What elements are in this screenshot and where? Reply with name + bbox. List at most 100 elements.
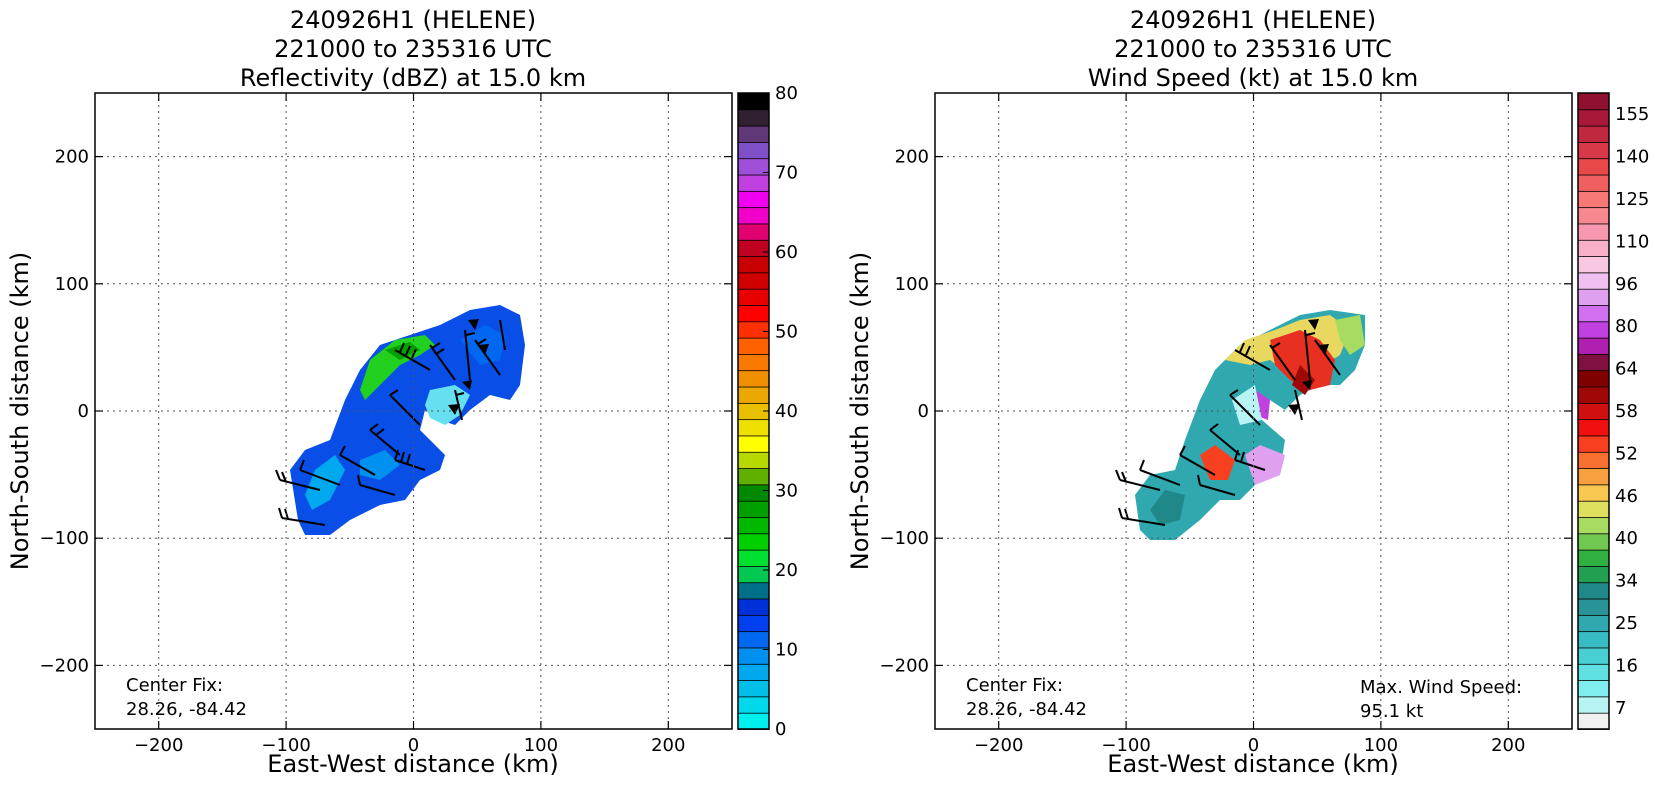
x-tick-label: −100	[261, 735, 310, 756]
y-axis-label: North-South distance (km)	[6, 252, 34, 571]
colorbar-segment	[737, 581, 770, 600]
colorbar-segment	[1577, 206, 1610, 225]
colorbar-segment	[1577, 549, 1610, 567]
colorbar-tick-label: 80	[775, 83, 798, 104]
colorbar-segment	[1577, 532, 1610, 551]
chart-title-line-3: Wind Speed (kt) at 15.0 km	[1088, 64, 1419, 92]
y-tick-label: −200	[40, 655, 89, 676]
chart-title-line-2: 221000 to 235316 UTC	[274, 35, 552, 63]
colorbar-segment	[737, 223, 770, 241]
colorbar-segment	[1577, 369, 1610, 388]
colorbar-segment	[737, 483, 770, 502]
chart-title-line-1: 240926H1 (HELENE)	[290, 6, 536, 34]
grid-lines	[95, 93, 732, 729]
colorbar-segment	[1577, 125, 1610, 143]
colorbar-segment	[1577, 288, 1610, 306]
x-tick-label: 0	[408, 735, 419, 756]
x-tick-label: 200	[651, 735, 685, 756]
colorbar-segment	[1577, 614, 1610, 633]
center-fix-label: Center Fix:	[966, 675, 1063, 696]
colorbar-segment	[1577, 271, 1610, 290]
colorbar-segment	[1577, 695, 1610, 714]
x-axis-label: East-West distance (km)	[1107, 750, 1398, 778]
x-tick-label: 0	[1248, 735, 1259, 756]
colorbar-segment	[1577, 565, 1610, 584]
x-tick-label: −200	[974, 735, 1023, 756]
colorbar-segment	[737, 174, 770, 192]
colorbar-segment	[1577, 630, 1610, 649]
colorbar-tick-label: 20	[775, 560, 798, 581]
colorbar-tick-label: 64	[1615, 359, 1638, 380]
colorbar-segment	[737, 630, 770, 649]
colorbar-segment	[1577, 223, 1610, 241]
wind-speed-panel: 240926H1 (HELENE) 221000 to 235316 UTC W…	[846, 6, 1649, 778]
colorbar-segment	[1577, 418, 1610, 437]
colorbar-segment	[1577, 304, 1610, 323]
colorbar-frame	[1577, 92, 1610, 730]
colorbar-segment	[737, 206, 770, 225]
colorbar-segment	[737, 500, 770, 518]
colorbar-tick-label: 34	[1615, 571, 1638, 592]
chart-title-line-3: Reflectivity (dBZ) at 15.0 km	[240, 64, 586, 92]
colorbar-segment	[1577, 386, 1610, 404]
colorbar-tick-label: 40	[1615, 528, 1638, 549]
colorbar-segment	[1577, 320, 1610, 339]
max-wind-speed-label: Max. Wind Speed:	[1360, 677, 1522, 698]
reflectivity-field	[290, 305, 525, 535]
colorbar-segment	[737, 125, 770, 143]
y-tick-label: −200	[880, 655, 929, 676]
colorbar-tick-label: 25	[1615, 613, 1638, 634]
colorbar-segment	[1577, 663, 1610, 681]
colorbar-segment	[1577, 483, 1610, 502]
colorbar-segment	[1577, 516, 1610, 535]
colorbar-segment	[737, 288, 770, 306]
reflectivity-panel: 240926H1 (HELENE) 221000 to 235316 UTC R…	[6, 6, 798, 778]
colorbar-segment	[737, 369, 770, 388]
colorbar-segment	[737, 190, 770, 209]
colorbar-segment	[1577, 712, 1610, 730]
colorbar-segment	[1577, 92, 1610, 111]
colorbar-segment	[1577, 598, 1610, 616]
colorbar-segment	[1577, 174, 1610, 192]
y-tick-label: 200	[55, 147, 89, 168]
y-tick-label: 0	[918, 401, 929, 422]
y-tick-label: −100	[880, 528, 929, 549]
x-tick-label: 200	[1491, 735, 1525, 756]
colorbar-segment	[1577, 451, 1610, 469]
colorbar-tick-label: 30	[775, 481, 798, 502]
colorbar-segment	[737, 108, 770, 127]
colorbar-segment	[1577, 679, 1610, 698]
colorbar-tick-label: 80	[1615, 316, 1638, 337]
colorbar-segment	[1577, 190, 1610, 209]
colorbar-segment	[737, 92, 770, 111]
colorbar-tick-label: 96	[1615, 274, 1638, 295]
wind-speed-field	[1135, 310, 1365, 540]
wind-barb-flags	[448, 319, 489, 415]
colorbar-tick-label: 46	[1615, 486, 1638, 507]
colorbar-segment	[1577, 467, 1610, 486]
colorbar-segment	[737, 679, 770, 698]
colorbar-segment	[737, 255, 770, 274]
colorbar-segment	[737, 614, 770, 633]
wind-barb-flags	[1288, 319, 1329, 415]
max-wind-speed-value: 95.1 kt	[1360, 701, 1423, 722]
colorbar-segment	[737, 386, 770, 404]
colorbar-tick-label: 155	[1615, 104, 1649, 125]
colorbar-segment	[737, 467, 770, 486]
y-axis-label: North-South distance (km)	[846, 252, 874, 571]
colorbar-tick-label: 52	[1615, 443, 1638, 464]
colorbar-segment	[737, 418, 770, 437]
colorbar-tick-label: 0	[775, 719, 786, 740]
colorbar-segment	[1577, 108, 1610, 127]
colorbar-segment	[1577, 581, 1610, 600]
colorbar-segment	[737, 304, 770, 323]
colorbar-segment	[737, 565, 770, 584]
colorbar-tick-label: 50	[775, 322, 798, 343]
wind-speed-colorbar: 7 16 25 34 40 46 52 58 64 80 96 110 125 140 155	[1577, 92, 1649, 730]
colorbar-segment	[737, 532, 770, 551]
grid-lines	[935, 93, 1572, 729]
colorbar-segment	[737, 516, 770, 535]
colorbar-segment	[1577, 255, 1610, 274]
x-tick-label: −100	[1101, 735, 1150, 756]
colorbar-segment	[737, 435, 770, 453]
